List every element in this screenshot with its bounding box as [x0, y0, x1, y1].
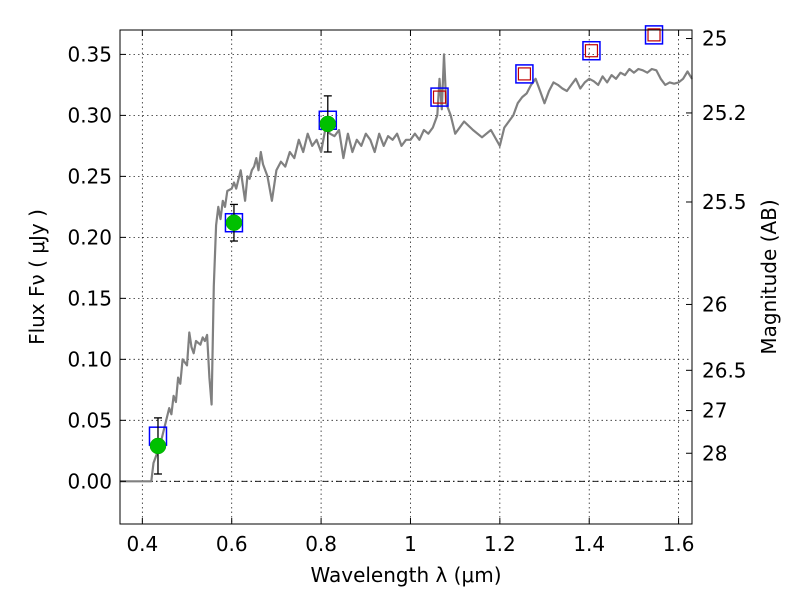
model-spectrum	[120, 53, 693, 483]
y-axis-label: Flux Fν ( μJy )	[25, 209, 49, 345]
y-tick-label: 0.25	[67, 164, 112, 188]
observed-point	[319, 115, 337, 133]
model-spectrum-line	[120, 53, 693, 483]
upper-limit-box	[584, 44, 599, 58]
model-photometry-box	[430, 87, 449, 107]
axis-ticks: 0.4 0.6 0.8 1 1.2 1.4 1.6 0.00 0.05 0.10 0.15 0.20 0…	[67, 27, 746, 556]
x-tick-label: 1.4	[573, 532, 605, 556]
upper-limit-box	[647, 28, 661, 42]
y2-tick-label: 26	[702, 292, 727, 316]
model-photometry	[148, 25, 664, 446]
observed-point	[149, 437, 167, 455]
x-tick-label: 1	[404, 532, 417, 556]
upper-limit-markers	[432, 28, 661, 104]
y2-tick-label: 25	[702, 27, 727, 51]
x-tick-label: 0.8	[305, 532, 337, 556]
plot-frame	[119, 29, 693, 525]
model-photometry-box	[582, 40, 601, 61]
y-tick-label: 0.05	[67, 408, 112, 432]
y2-tick-label: 25.2	[702, 101, 747, 125]
x-tick-label: 0.6	[216, 532, 248, 556]
observed-point	[225, 214, 243, 231]
y2-tick-label: 26.5	[702, 358, 747, 382]
observed-points	[149, 95, 337, 475]
y2-tick-label: 27	[702, 399, 727, 423]
x-tick-label: 0.4	[126, 532, 158, 556]
y-tick-label: 0.35	[67, 42, 112, 66]
x-axis-label: Wavelength λ (μm)	[310, 563, 501, 587]
y-tick-label: 0.30	[67, 103, 112, 127]
grid	[120, 30, 692, 524]
model-photometry-box	[644, 25, 664, 45]
y2-axis-label: Magnitude (AB)	[757, 199, 781, 354]
y2-tick-label: 25.5	[702, 190, 747, 214]
y-tick-label: 0.00	[67, 469, 112, 493]
y2-tick-label: 28	[702, 441, 727, 465]
model-photometry-box	[515, 64, 534, 84]
upper-limit-box	[517, 67, 532, 81]
y-tick-label: 0.20	[67, 225, 112, 249]
upper-limit-box	[432, 90, 447, 104]
axis-labels: Wavelength λ (μm) Flux Fν ( μJy ) Magnit…	[25, 199, 781, 587]
x-tick-label: 1.2	[484, 532, 516, 556]
y-tick-label: 0.15	[67, 286, 112, 310]
x-tick-label: 1.6	[663, 532, 695, 556]
y-tick-label: 0.10	[67, 347, 112, 371]
